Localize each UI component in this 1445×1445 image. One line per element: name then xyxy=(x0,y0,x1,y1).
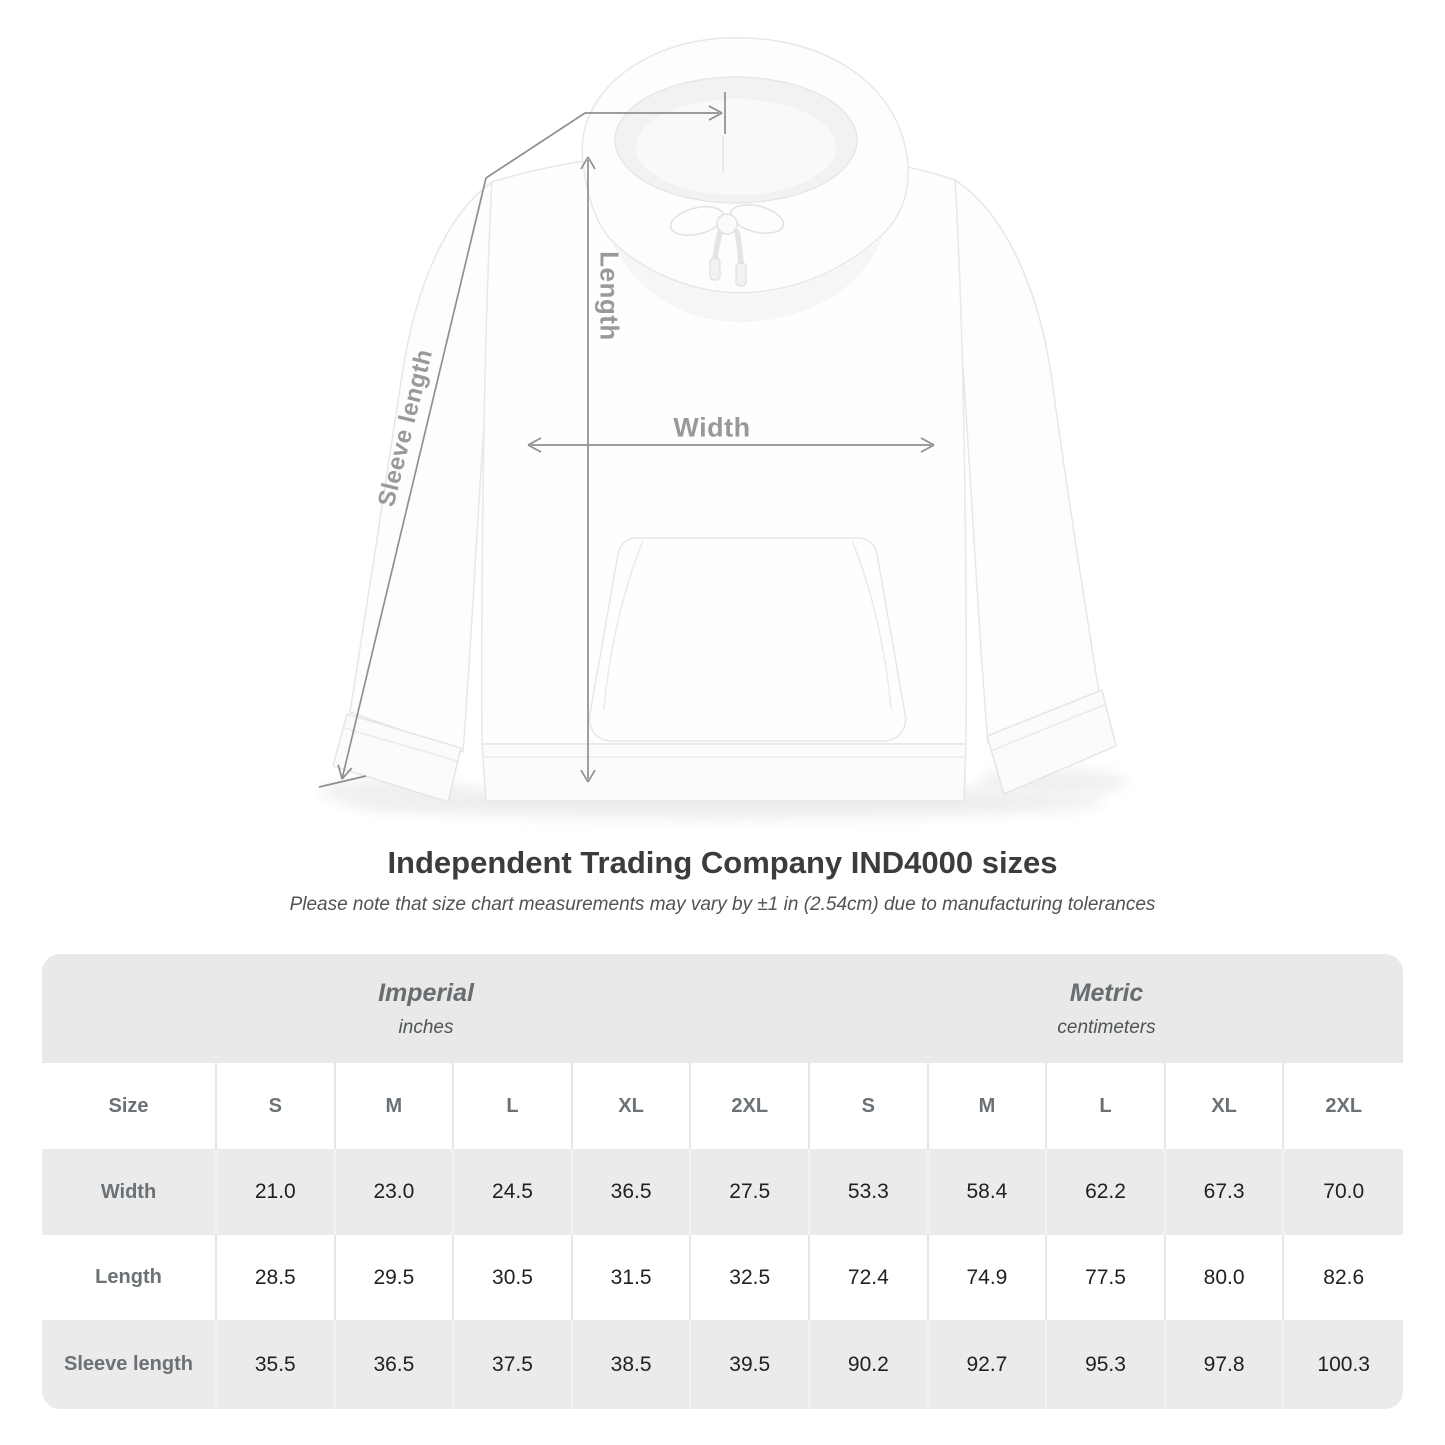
size-header-row: Size S M L XL 2XL S M L XL 2XL xyxy=(42,1063,1403,1149)
table-row-width: Width 21.0 23.0 24.5 36.5 27.5 53.3 58.4… xyxy=(42,1149,1403,1235)
size-metric-m: M xyxy=(928,1063,1048,1149)
size-column-header: Size xyxy=(42,1063,217,1149)
size-imperial-s: S xyxy=(217,1063,336,1149)
cell-value: 82.6 xyxy=(1284,1235,1403,1320)
cell-value: 70.0 xyxy=(1284,1149,1403,1235)
size-metric-xl: XL xyxy=(1165,1063,1285,1149)
shoulder-measure-arrow xyxy=(485,92,726,179)
size-imperial-m: M xyxy=(335,1063,455,1149)
cell-value: 39.5 xyxy=(691,1320,811,1409)
metric-title: Metric xyxy=(1069,978,1144,1007)
kangaroo-pocket xyxy=(588,537,907,742)
cell-value: 74.9 xyxy=(928,1235,1048,1320)
left-sleeve xyxy=(349,180,493,754)
unit-header-row: Imperial inches Metric centimeters xyxy=(42,954,1403,1063)
table-row-sleeve-length: Sleeve length 35.5 36.5 37.5 38.5 39.5 9… xyxy=(42,1320,1403,1409)
row-label: Width xyxy=(42,1149,217,1235)
length-measure-line xyxy=(580,156,596,783)
cell-value: 32.5 xyxy=(691,1235,811,1320)
cell-value: 21.0 xyxy=(217,1149,336,1235)
cell-value: 58.4 xyxy=(928,1149,1048,1235)
cell-value: 36.5 xyxy=(572,1149,692,1235)
length-measure-label: Length xyxy=(594,251,625,341)
hem-ribbing xyxy=(481,743,967,802)
width-measure-label: Width xyxy=(673,412,751,443)
cell-value: 27.5 xyxy=(691,1149,811,1235)
cell-value: 29.5 xyxy=(335,1235,455,1320)
right-sleeve xyxy=(954,178,1101,745)
sleeve-measure-line xyxy=(318,177,487,788)
imperial-title: Imperial xyxy=(378,978,474,1007)
cell-value: 92.7 xyxy=(928,1320,1048,1409)
row-label: Sleeve length xyxy=(42,1320,217,1409)
metric-unit: centimeters xyxy=(1057,1016,1156,1038)
cell-value: 35.5 xyxy=(217,1320,336,1409)
width-measure-arrow xyxy=(527,437,935,453)
size-chart-table: Imperial inches Metric centimeters Size … xyxy=(42,954,1403,1409)
size-metric-2xl: 2XL xyxy=(1284,1063,1403,1149)
hoodie-diagram xyxy=(318,37,1127,818)
cell-value: 72.4 xyxy=(810,1235,929,1320)
cell-value: 37.5 xyxy=(454,1320,573,1409)
left-cuff xyxy=(332,713,462,803)
row-label: Length xyxy=(42,1235,217,1320)
size-imperial-2xl: 2XL xyxy=(691,1063,811,1149)
hoodie-illustration xyxy=(320,37,1127,818)
cell-value: 24.5 xyxy=(454,1149,573,1235)
cell-value: 77.5 xyxy=(1047,1235,1166,1320)
page-title: Independent Trading Company IND4000 size… xyxy=(387,845,1058,880)
measurement-annotations xyxy=(318,92,935,788)
cell-value: 31.5 xyxy=(572,1235,692,1320)
size-imperial-l: L xyxy=(454,1063,573,1149)
imperial-unit: inches xyxy=(398,1016,454,1038)
tolerance-note: Please note that size chart measurements… xyxy=(289,894,1156,915)
cell-value: 38.5 xyxy=(572,1320,692,1409)
cell-value: 90.2 xyxy=(810,1320,929,1409)
cell-value: 28.5 xyxy=(217,1235,336,1320)
table-row-length: Length 28.5 29.5 30.5 31.5 32.5 72.4 74.… xyxy=(42,1235,1403,1320)
cell-value: 23.0 xyxy=(335,1149,455,1235)
cell-value: 67.3 xyxy=(1165,1149,1285,1235)
size-chart: Imperial inches Metric centimeters Size … xyxy=(42,954,1403,1409)
cell-value: 95.3 xyxy=(1047,1320,1166,1409)
size-imperial-xl: XL xyxy=(572,1063,692,1149)
size-metric-s: S xyxy=(810,1063,929,1149)
right-cuff xyxy=(986,689,1117,795)
drawstring-bow xyxy=(669,204,785,287)
cell-value: 97.8 xyxy=(1165,1320,1285,1409)
cell-value: 80.0 xyxy=(1165,1235,1285,1320)
cell-value: 36.5 xyxy=(335,1320,455,1409)
metric-header: Metric centimeters xyxy=(810,954,1403,1063)
size-metric-l: L xyxy=(1047,1063,1166,1149)
cell-value: 62.2 xyxy=(1047,1149,1166,1235)
cell-value: 53.3 xyxy=(810,1149,929,1235)
imperial-header: Imperial inches xyxy=(42,954,811,1063)
cell-value: 100.3 xyxy=(1284,1320,1403,1409)
cell-value: 30.5 xyxy=(454,1235,573,1320)
